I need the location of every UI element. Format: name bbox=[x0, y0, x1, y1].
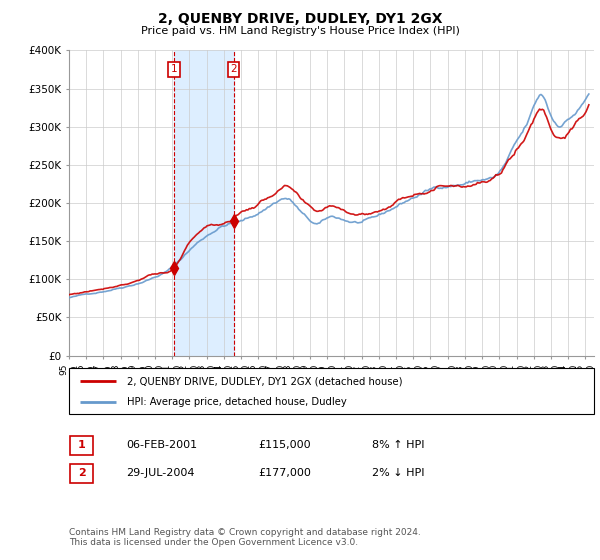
FancyBboxPatch shape bbox=[70, 436, 93, 455]
Text: Price paid vs. HM Land Registry's House Price Index (HPI): Price paid vs. HM Land Registry's House … bbox=[140, 26, 460, 36]
Text: Contains HM Land Registry data © Crown copyright and database right 2024.
This d: Contains HM Land Registry data © Crown c… bbox=[69, 528, 421, 547]
Text: 1: 1 bbox=[78, 440, 85, 450]
Bar bbox=[174, 50, 233, 356]
Text: 06-FEB-2001: 06-FEB-2001 bbox=[126, 440, 197, 450]
Text: 2, QUENBY DRIVE, DUDLEY, DY1 2GX (detached house): 2, QUENBY DRIVE, DUDLEY, DY1 2GX (detach… bbox=[127, 376, 402, 386]
Text: HPI: Average price, detached house, Dudley: HPI: Average price, detached house, Dudl… bbox=[127, 396, 347, 407]
Text: £177,000: £177,000 bbox=[258, 468, 311, 478]
FancyBboxPatch shape bbox=[69, 368, 594, 414]
FancyBboxPatch shape bbox=[70, 464, 93, 483]
Text: 2, QUENBY DRIVE, DUDLEY, DY1 2GX: 2, QUENBY DRIVE, DUDLEY, DY1 2GX bbox=[158, 12, 442, 26]
Text: 1: 1 bbox=[170, 64, 177, 74]
Text: £115,000: £115,000 bbox=[258, 440, 311, 450]
Text: 29-JUL-2004: 29-JUL-2004 bbox=[126, 468, 194, 478]
Text: 2: 2 bbox=[230, 64, 237, 74]
Text: 2% ↓ HPI: 2% ↓ HPI bbox=[372, 468, 425, 478]
Text: 8% ↑ HPI: 8% ↑ HPI bbox=[372, 440, 425, 450]
Text: 2: 2 bbox=[78, 468, 85, 478]
